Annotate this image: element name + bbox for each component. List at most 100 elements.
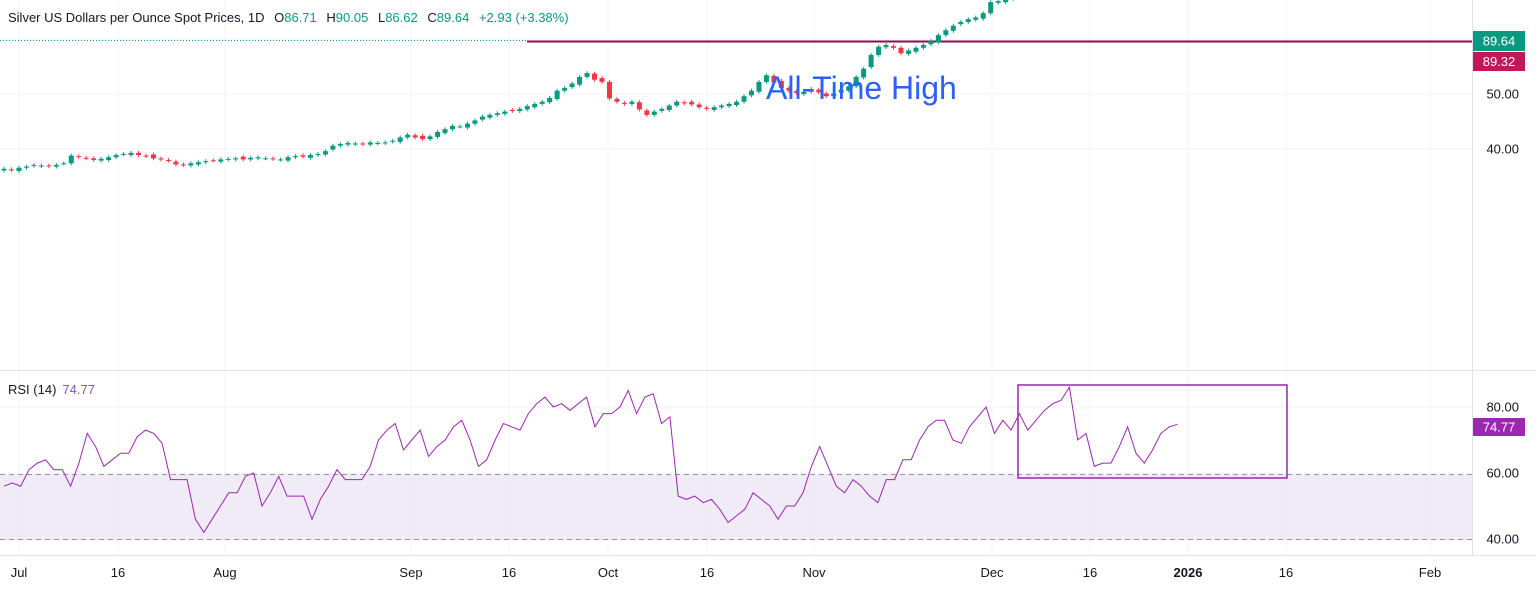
rsi-tick-label: 60.00 (1486, 466, 1519, 481)
candle-body (450, 125, 455, 130)
candle-body (442, 129, 448, 134)
candle-body (614, 98, 620, 102)
candle-body (801, 91, 807, 94)
rsi-axis-ticks: 40.00 60.00 80.00 (1486, 400, 1519, 547)
candle-body (300, 155, 306, 157)
candle-body (457, 126, 463, 128)
candle-body (517, 108, 523, 112)
candle-body (592, 73, 598, 80)
candle-body (263, 158, 269, 160)
candle-body (704, 107, 710, 109)
close-label: C (427, 10, 437, 25)
candle-body (913, 47, 919, 52)
candle-body (405, 134, 411, 138)
candle-body (920, 45, 926, 48)
candle-body (689, 101, 695, 105)
candle-body (569, 83, 575, 88)
candle-body (412, 135, 418, 138)
candle-body (31, 164, 37, 166)
candle-body (330, 145, 336, 150)
candle-body (562, 87, 568, 91)
candle-body (891, 46, 897, 48)
candle-body (210, 160, 216, 162)
low-label: L (377, 10, 386, 25)
time-tick-label: 16 (111, 565, 125, 580)
candle-body (345, 142, 351, 145)
time-tick-label: Jul (11, 565, 28, 580)
candle-body (749, 90, 754, 96)
price-tick-label: 40.00 (1486, 142, 1519, 157)
candle-body (173, 161, 179, 165)
candle-body (502, 111, 508, 114)
rsi-value-badge: 74.77 (1473, 418, 1525, 436)
candle-body (397, 137, 403, 142)
rsi-tick-label: 40.00 (1486, 532, 1519, 547)
time-tick-label: Aug (213, 565, 236, 580)
candle-body (846, 86, 852, 91)
candle-body (285, 157, 291, 161)
candle-body (584, 73, 590, 77)
time-axis-ticks: Jul 16 Aug Sep 16 Oct 16 Nov Dec 16 2026 16 Feb (11, 565, 1442, 580)
rsi-highlight-box (1017, 384, 1288, 479)
candle-body (666, 105, 672, 110)
change-value: +2.93 (+3.38%) (478, 10, 569, 25)
candle-body (225, 158, 231, 160)
candle-body (577, 76, 583, 85)
time-tick-label: 2026 (1174, 565, 1203, 580)
candle-body (46, 165, 52, 167)
candle-body (61, 163, 67, 165)
resistance-label: 89.32 (1483, 54, 1516, 69)
candle-body (950, 25, 956, 31)
candle-body (734, 101, 740, 105)
candle-body (420, 135, 426, 140)
candle-body (128, 152, 134, 156)
candle-body (360, 143, 366, 145)
candle-body (53, 164, 59, 167)
grid-lines (0, 0, 1472, 555)
candle-body (278, 159, 284, 161)
candle-body (898, 47, 904, 54)
candle-body (980, 13, 986, 19)
candle-body (965, 19, 971, 22)
candle-body (494, 113, 500, 115)
candle-body (651, 111, 657, 115)
candle-body (958, 21, 964, 25)
close-value: 89.64 (436, 10, 470, 25)
candle-body (629, 101, 635, 104)
candle-body (322, 151, 328, 155)
candle-body (659, 108, 665, 111)
candle-body (38, 165, 44, 167)
candle-body (121, 153, 127, 155)
price-tick-label: 50.00 (1486, 87, 1519, 102)
candle-body (1003, 0, 1009, 3)
candle-body (554, 90, 560, 99)
candle-body (136, 152, 142, 156)
candle-body (883, 45, 889, 48)
candle-body (255, 157, 261, 159)
high-value: 90.05 (335, 10, 369, 25)
candle-body (180, 164, 186, 166)
candle-body (435, 131, 441, 137)
time-tick-label: Nov (802, 565, 826, 580)
candle-body (464, 123, 470, 128)
candle-body (307, 155, 313, 158)
time-tick-label: Dec (980, 565, 1004, 580)
candle-body (158, 158, 164, 160)
candle-body (771, 75, 777, 83)
candle-body (203, 161, 209, 163)
candle-body (293, 156, 299, 158)
candles-group (1, 0, 1014, 173)
candle-body (696, 104, 702, 108)
open-label: O (274, 10, 285, 25)
candle-body (539, 101, 545, 104)
candle-body (315, 153, 321, 156)
candle-body (151, 154, 156, 159)
candle-body (995, 1, 1001, 3)
candle-body (1, 168, 7, 171)
candle-body (487, 114, 493, 118)
candle-body (23, 166, 29, 168)
candle-body (143, 155, 149, 157)
candle-body (636, 102, 642, 110)
